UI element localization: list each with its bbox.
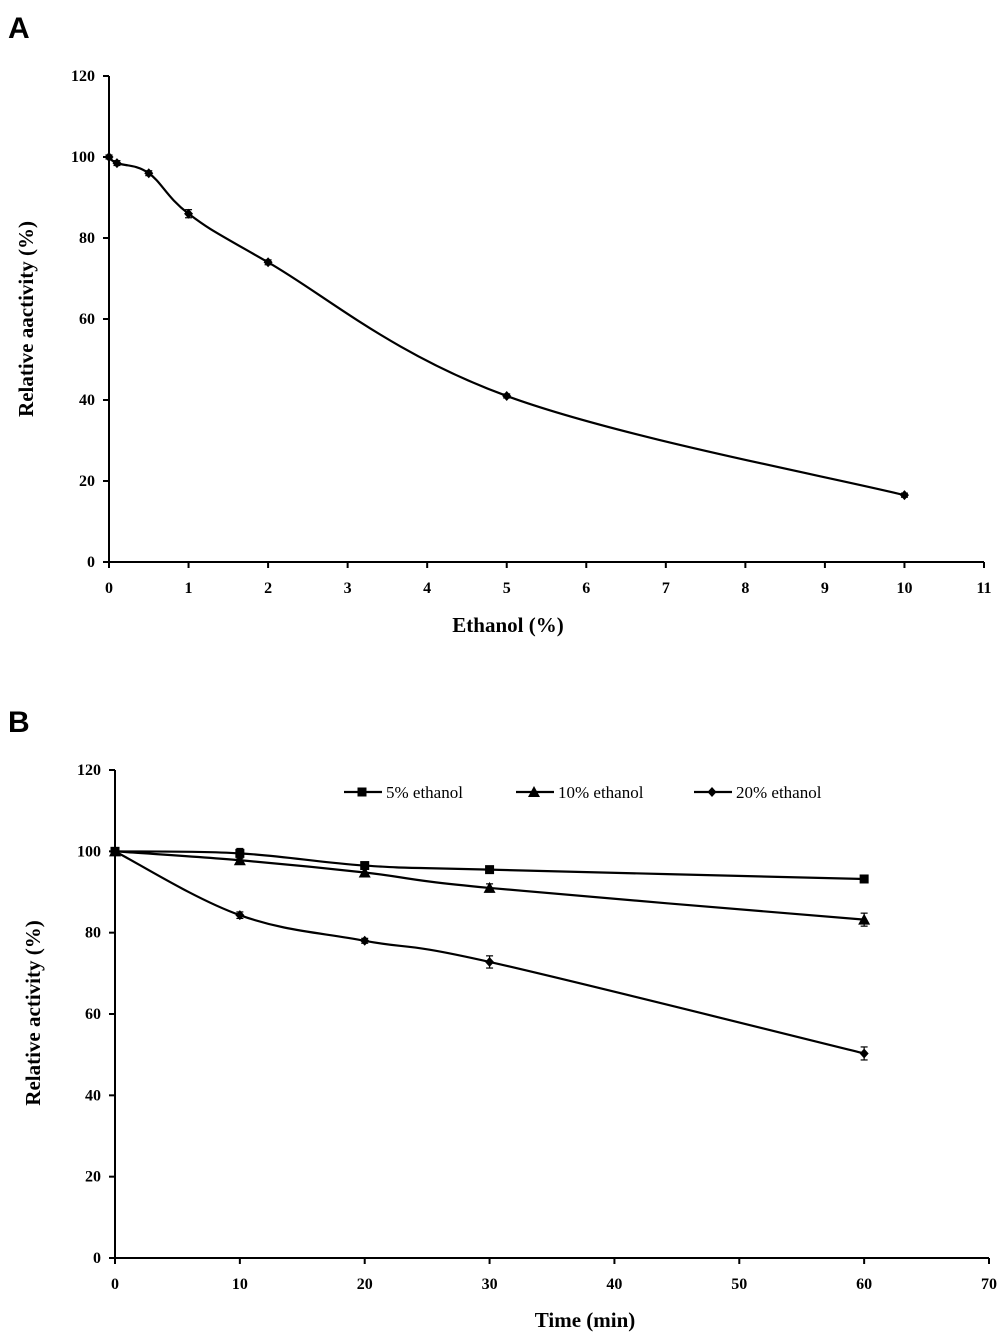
panel-a-y-tick-label: 120: [71, 68, 95, 85]
panel-a: A 0 20 40 60 80 100 120 0 1 2 3 4 5 6 7 8 9 10 11 Ethanol …: [8, 12, 992, 637]
panel-a-y-tick-label: 0: [87, 554, 95, 571]
legend-marker-10-ethanol: [528, 786, 540, 797]
panel-b-data-point-5-ethanol: [235, 848, 245, 858]
panel-a-y-tick-label: 100: [71, 149, 95, 166]
panel-b-y-tick-label: 80: [85, 925, 101, 942]
panel-a-data-point-ethanol: [144, 168, 154, 179]
panel-b-data-point-20-ethanol: [360, 935, 370, 946]
panel-a-letter: A: [8, 12, 30, 45]
panel-b-legend: 5% ethanol 10% ethanol 20% ethanol: [344, 783, 822, 802]
panel-b-y-tick-label: 20: [85, 1169, 101, 1186]
panel-a-x-tick-label: 11: [976, 580, 991, 597]
panel-a-x-tick-label: 4: [423, 580, 431, 597]
panel-a-data-point-ethanol: [104, 152, 114, 162]
panel-b-x-tick-label: 40: [606, 1276, 622, 1293]
panel-b-data-point-20-ethanol: [859, 1048, 869, 1059]
panel-a-x-tick-label: 2: [264, 580, 272, 597]
panel-b-data-point-20-ethanol: [485, 956, 495, 967]
panel-b-data-point-10-ethanol: [358, 866, 371, 878]
panel-b-y-tick-label: 40: [85, 1087, 101, 1104]
panel-b-x-tick-label: 10: [232, 1276, 248, 1293]
panel-a-y-tick-label: 20: [79, 473, 95, 490]
panel-a-x-tick-label: 8: [741, 580, 749, 597]
panel-a-x-tick-label: 5: [503, 580, 511, 597]
panel-b-x-tick-label: 20: [357, 1276, 373, 1293]
panel-b-y-tick-label: 0: [93, 1250, 101, 1267]
panel-b-y-axis-title: Relative activity (%): [21, 920, 45, 1105]
panel-b-letter: B: [8, 706, 30, 739]
panel-b-x-tick-label: 50: [731, 1276, 747, 1293]
panel-b-series-line-5-ethanol: [114, 850, 865, 881]
panel-a-y-tick-label: 80: [79, 230, 95, 247]
panel-b-y-tick-label: 100: [77, 843, 101, 860]
panel-a-x-axis-title: Ethanol (%): [452, 613, 563, 637]
panel-b-data-point-10-ethanol: [858, 913, 871, 925]
panel-b-series-line-20-ethanol: [114, 850, 865, 1055]
legend-label-20-ethanol: 20% ethanol: [736, 783, 822, 802]
panel-a-data-point-ethanol: [899, 490, 909, 501]
panel-a-series-line-ethanol: [108, 156, 905, 497]
panel-b-data-point-5-ethanol: [859, 874, 869, 884]
panel-a-x-tick-label: 9: [821, 580, 829, 597]
panel-b-y-tick-label: 60: [85, 1006, 101, 1023]
panel-a-x-tick-label: 6: [582, 580, 590, 597]
panel-a-data-point-ethanol: [263, 257, 273, 268]
panel-a-y-tick-label: 60: [79, 311, 95, 328]
legend-marker-5-ethanol: [357, 787, 367, 797]
legend-label-5-ethanol: 5% ethanol: [386, 783, 463, 802]
panel-b-x-axis-title: Time (min): [535, 1308, 636, 1332]
panel-a-data-point-ethanol: [184, 208, 194, 219]
panel-b-data-point-10-ethanol: [233, 854, 246, 866]
panel-b-data-point-10-ethanol: [483, 881, 496, 893]
panel-a-x-tick-label: 10: [896, 580, 912, 597]
panel-b: B 0 20 40 60 80 100 120 0 10 20 30 40 50 60 70 5% etha…: [8, 706, 997, 1332]
panel-a-x-tick-label: 1: [185, 580, 193, 597]
panel-b-y-tick-label: 120: [77, 762, 101, 779]
panel-b-x-tick-label: 0: [111, 1276, 119, 1293]
panel-b-series-line-10-ethanol: [114, 850, 865, 921]
panel-b-data-point-5-ethanol: [360, 861, 370, 871]
panel-a-data-point-ethanol: [502, 390, 512, 401]
legend-marker-20-ethanol: [707, 787, 717, 797]
panel-a-y-axis-title: Relative aactivity (%): [14, 221, 38, 417]
panel-b-data-point-5-ethanol: [485, 865, 495, 875]
legend-label-10-ethanol: 10% ethanol: [558, 783, 644, 802]
panel-a-x-tick-label: 0: [105, 580, 113, 597]
panel-a-x-tick-label: 7: [662, 580, 670, 597]
panel-a-y-tick-label: 40: [79, 392, 95, 409]
panel-a-data-point-ethanol: [112, 158, 122, 169]
panel-b-x-tick-label: 30: [482, 1276, 498, 1293]
panel-b-data-point-20-ethanol: [110, 846, 120, 857]
panel-a-x-tick-label: 3: [344, 580, 352, 597]
panel-b-x-tick-label: 70: [981, 1276, 997, 1293]
panel-b-data-point-20-ethanol: [235, 910, 245, 921]
panel-b-x-tick-label: 60: [856, 1276, 872, 1293]
